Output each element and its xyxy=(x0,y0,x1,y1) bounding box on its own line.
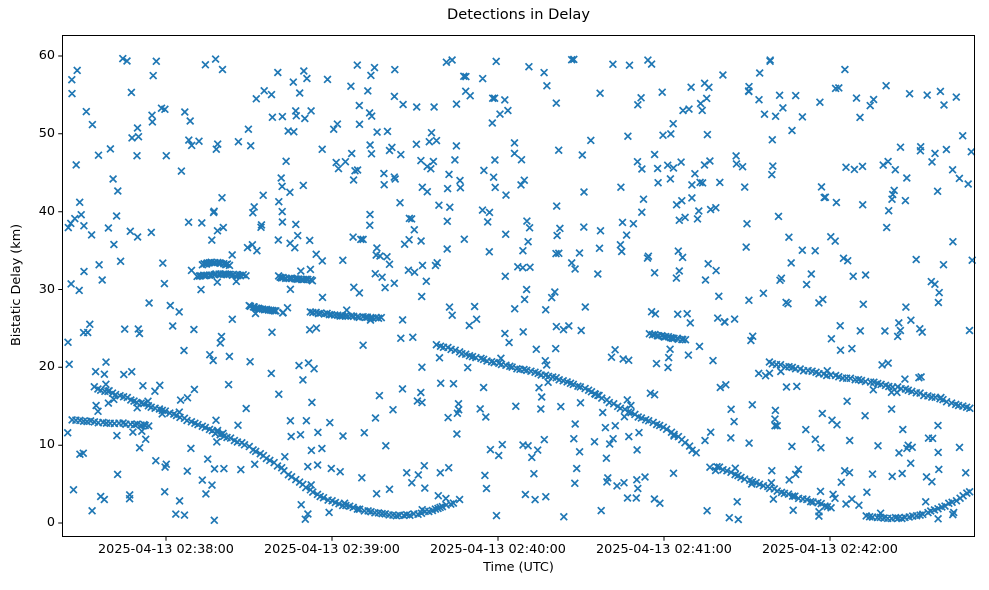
y-tick-label: 60 xyxy=(38,48,55,63)
x-tick-label: 2025-04-13 02:42:00 xyxy=(762,542,898,557)
chart-title: Detections in Delay xyxy=(447,6,590,23)
x-tick-label: 2025-04-13 02:41:00 xyxy=(596,542,732,557)
y-tick-label: 0 xyxy=(46,515,55,530)
axis-tick-marks xyxy=(58,55,831,541)
y-tick-label: 20 xyxy=(38,359,55,374)
y-axis-label: Bistatic Delay (km) xyxy=(9,223,24,346)
x-tick-label: 2025-04-13 02:40:00 xyxy=(430,542,566,557)
y-tick-label: 50 xyxy=(38,125,55,141)
y-tick-label: 30 xyxy=(38,281,55,297)
detection-markers xyxy=(63,54,977,525)
plot-frame xyxy=(62,35,975,537)
x-tick-label: 2025-04-13 02:39:00 xyxy=(264,542,400,557)
x-axis-label: Time (UTC) xyxy=(483,560,554,575)
y-tick-label: 40 xyxy=(38,203,55,219)
y-tick-label: 10 xyxy=(38,437,55,452)
x-tick-label: 2025-04-13 02:38:00 xyxy=(98,542,234,557)
